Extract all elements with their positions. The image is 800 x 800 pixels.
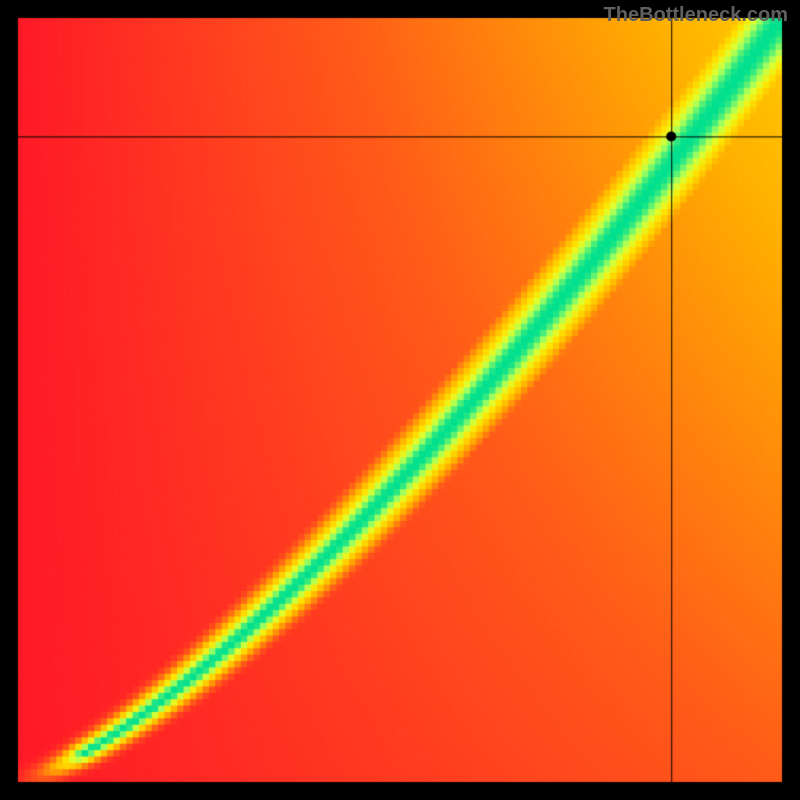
heatmap-canvas (0, 0, 800, 800)
watermark-text: TheBottleneck.com (604, 4, 788, 27)
chart-container: TheBottleneck.com (0, 0, 800, 800)
